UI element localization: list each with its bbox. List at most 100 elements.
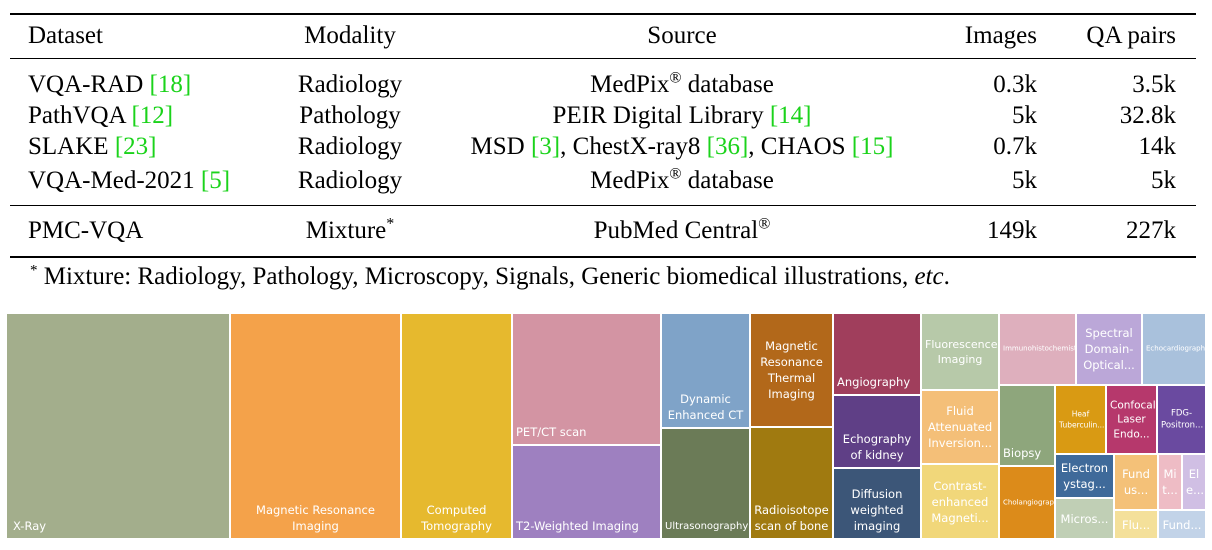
footnote-mark: *: [30, 262, 38, 279]
treemap-tile-computed-tomography: Computed Tomography: [401, 313, 512, 539]
treemap-tile-biopsy: Biopsy: [999, 385, 1055, 466]
treemap-tile-label: Diffusion weighted imaging: [850, 487, 904, 533]
treemap-tile-label: Biopsy: [1003, 446, 1042, 460]
row-pathvqa-dataset: PathVQA [12]: [28, 101, 173, 131]
row-pmc-vqa-dataset: PMC-VQA: [28, 217, 144, 244]
treemap-tile-echography-of-kidney: Echography of kidney: [833, 395, 921, 468]
header-images: Images: [964, 22, 1037, 49]
treemap-tile-flu: Flu...: [1114, 510, 1158, 539]
treemap-tile-fluorescence-imaging: Fluorescence Imaging: [921, 313, 999, 390]
treemap-tile-x-ray: X-Ray: [6, 313, 230, 539]
treemap-tile-dynamic-enhanced-ct: Dynamic Enhanced CT: [661, 313, 750, 428]
source-text: MSD: [470, 133, 531, 160]
registered-mark: ®: [758, 215, 771, 233]
row-vqa-rad-dataset: VQA-RAD [18]: [28, 70, 191, 100]
citation-link[interactable]: [23]: [114, 133, 157, 160]
treemap-tile-label: Radioisotope scan of bone: [754, 503, 829, 533]
citation-link[interactable]: [12]: [131, 102, 174, 129]
header-dataset: Dataset: [28, 22, 103, 49]
treemap-tile-fund: Fund...: [1158, 510, 1206, 539]
registered-mark: ®: [669, 165, 682, 183]
treemap-tile-label: Echography of kidney: [842, 432, 912, 462]
modality-text: Mixture: [305, 217, 387, 244]
treemap-tile-fluid-attenuated-inversion: Fluid Attenuated Inversion...: [921, 390, 999, 464]
treemap-tile-magnetic-resonance-thermal-imaging: Magnetic Resonance Thermal Imaging: [750, 313, 833, 427]
treemap-tile-spectral-domain-optical: Spectral Domain-Optical...: [1076, 313, 1142, 385]
treemap-tile-heaf-tuberculin: Heaf Tuberculin...: [1055, 385, 1106, 454]
treemap-tile-ultrasonography: Ultrasonography: [661, 428, 750, 539]
row-vqa-med-2021-qa: 5k: [1151, 167, 1176, 194]
source-text: , ChestX-ray8: [560, 133, 707, 160]
header-modality: Modality: [304, 22, 396, 49]
dataset-comparison-table: Dataset Modality Source Images QA pairs …: [10, 13, 1196, 292]
treemap-tile-label: Contrast-enhanced Magneti...: [931, 478, 989, 525]
row-pmc-vqa-source: PubMed Central®: [594, 216, 771, 246]
citation-link[interactable]: [14]: [769, 102, 812, 129]
header-source: Source: [647, 22, 717, 49]
table-footnote: * Mixture: Radiology, Pathology, Microsc…: [30, 262, 950, 292]
treemap-tile-immunohistochemistry: Immunohistochemistry: [999, 313, 1076, 385]
treemap-tile-label: Angiography: [837, 375, 911, 389]
treemap-tile-label: X-Ray: [13, 519, 47, 533]
treemap-tile-label: Heaf Tuberculin...: [1059, 409, 1105, 430]
dataset-name: PathVQA: [28, 102, 126, 129]
treemap-tile-label: Fund us...: [1122, 467, 1150, 497]
treemap-tile-label: T2-Weighted Imaging: [516, 519, 639, 533]
source-text: PubMed Central: [593, 217, 759, 244]
treemap-tile-label: Computed Tomography: [421, 503, 492, 533]
row-vqa-med-2021-images: 5k: [1012, 167, 1037, 194]
treemap-tile-contrast-enhanced-magneti: Contrast-enhanced Magneti...: [921, 464, 999, 539]
treemap-tile-radioisotope-scan-of-bone: Radioisotope scan of bone: [750, 427, 833, 539]
dataset-name: VQA-Med-2021: [28, 167, 195, 194]
treemap-tile-label: Dynamic Enhanced CT: [667, 392, 744, 422]
source-text: database: [681, 167, 774, 194]
row-pmc-vqa-modality: Mixture*: [306, 216, 395, 246]
treemap-tile-echocardiography: Echocardiography: [1142, 313, 1206, 385]
treemap-tile-label: Spectral Domain-Optical...: [1083, 326, 1135, 372]
registered-mark: ®: [669, 69, 682, 87]
treemap-tile-t2-weighted-imaging: T2-Weighted Imaging: [512, 445, 661, 539]
treemap-tile-label: Confocal Laser Endo...: [1110, 398, 1156, 440]
row-pathvqa-source: PEIR Digital Library [14]: [553, 101, 812, 131]
citation-link[interactable]: [5]: [200, 167, 231, 194]
dataset-name: SLAKE: [28, 133, 109, 160]
header-rule: [10, 58, 1196, 59]
row-vqa-med-2021-source: MedPix® database: [590, 166, 774, 196]
treemap-tile-mi-t: Mi t...: [1158, 454, 1182, 510]
row-pmc-vqa-images: 149k: [987, 217, 1037, 244]
summary-rule: [10, 205, 1196, 206]
row-pmc-vqa-qa: 227k: [1126, 217, 1176, 244]
footnote-text: Mixture: Radiology, Pathology, Microscop…: [37, 263, 915, 290]
treemap-tile-label: Electron ystag...: [1060, 461, 1109, 491]
treemap-tile-confocal-laser-endo: Confocal Laser Endo...: [1106, 385, 1157, 454]
treemap-tile-el-e: El e...: [1182, 454, 1206, 510]
treemap-tile-label: PET/CT scan: [516, 425, 587, 439]
footnote-end: .: [943, 263, 950, 290]
treemap-tile-label: Fluorescence Imaging: [925, 337, 998, 366]
citation-link[interactable]: [3]: [530, 133, 561, 160]
row-vqa-med-2021-modality: Radiology: [297, 167, 403, 194]
citation-link[interactable]: [15]: [851, 133, 894, 160]
row-pathvqa-images: 5k: [1012, 102, 1037, 129]
source-text: database: [681, 71, 774, 98]
source-text: PEIR Digital Library: [552, 102, 770, 129]
treemap-tile-label: Mi t...: [1162, 467, 1178, 497]
row-vqa-rad-modality: Radiology: [297, 71, 403, 98]
treemap-tile-label: Fund...: [1162, 517, 1202, 532]
treemap-tile-label: Echocardiography: [1146, 344, 1206, 353]
row-pathvqa-qa: 32.8k: [1119, 102, 1176, 129]
row-vqa-rad-source: MedPix® database: [590, 70, 774, 100]
row-pathvqa-modality: Pathology: [299, 102, 401, 129]
treemap-tile-cholangiography: Cholangiography: [999, 466, 1055, 539]
row-vqa-rad-qa: 3.5k: [1132, 71, 1176, 98]
dataset-name: VQA-RAD: [28, 71, 144, 98]
source-text: MedPix: [590, 167, 670, 194]
row-slake-dataset: SLAKE [23]: [28, 132, 156, 162]
treemap-tile-label: Fluid Attenuated Inversion...: [927, 404, 993, 450]
treemap-tile-label: Immunohistochemistry: [1003, 344, 1076, 353]
citation-link[interactable]: [36]: [706, 133, 749, 160]
table-top-rule: [10, 13, 1196, 15]
treemap-tile-label: Magnetic Resonance Imaging: [256, 503, 375, 533]
row-vqa-med-2021-dataset: VQA-Med-2021 [5]: [28, 166, 230, 196]
citation-link[interactable]: [18]: [149, 71, 192, 98]
